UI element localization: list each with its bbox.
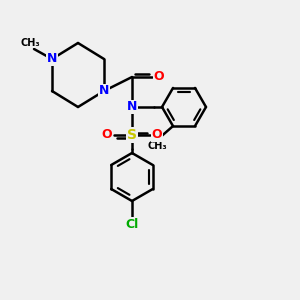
Text: Cl: Cl [125, 218, 139, 230]
Text: O: O [152, 128, 162, 142]
Text: CH₃: CH₃ [147, 141, 167, 151]
Text: S: S [127, 128, 137, 142]
Text: N: N [99, 85, 109, 98]
Text: O: O [154, 70, 164, 83]
Text: CH₃: CH₃ [20, 38, 40, 48]
Text: N: N [127, 100, 137, 113]
Text: N: N [47, 52, 57, 65]
Text: O: O [102, 128, 112, 142]
